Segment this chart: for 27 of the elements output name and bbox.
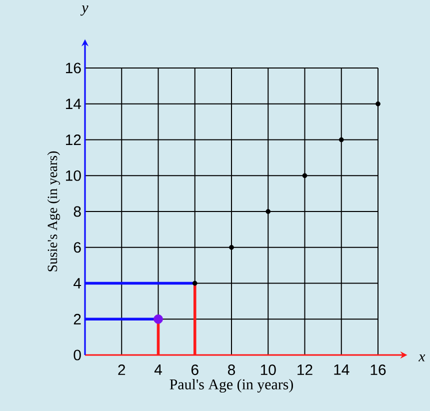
point: [338, 137, 344, 142]
point: [192, 280, 198, 286]
point: [302, 173, 308, 178]
y-tick-label: 8: [74, 206, 81, 217]
x-tick-label: 6: [191, 364, 198, 376]
y-tick-label: 16: [66, 62, 81, 74]
point: [266, 209, 271, 214]
text: x: [418, 354, 426, 362]
point: [376, 101, 380, 106]
x-tick-label: 4: [154, 364, 162, 375]
y-tick-label: 2: [74, 314, 81, 324]
y-tick-label: 4: [74, 278, 82, 288]
x-tick-label: 16: [370, 364, 386, 376]
x-tick-label: 8: [228, 364, 235, 376]
x-tick-label: 10: [260, 364, 276, 376]
y-tick-label: 12: [66, 134, 81, 145]
y-tick-label: 0: [74, 350, 81, 360]
text: y: [80, 6, 88, 16]
x-tick-label: 14: [334, 364, 350, 375]
x-tick-label: 2: [118, 364, 126, 375]
x-tick-label: 12: [298, 364, 312, 375]
x-axis-title: Paul's Age (in years): [170, 378, 293, 393]
y-axis-title: Susie's Age (in years): [47, 151, 60, 272]
y-tick-label: 10: [66, 170, 81, 181]
y-tick-label: 6: [74, 242, 81, 253]
y-tick-label: 14: [66, 98, 82, 110]
point: [229, 244, 234, 250]
